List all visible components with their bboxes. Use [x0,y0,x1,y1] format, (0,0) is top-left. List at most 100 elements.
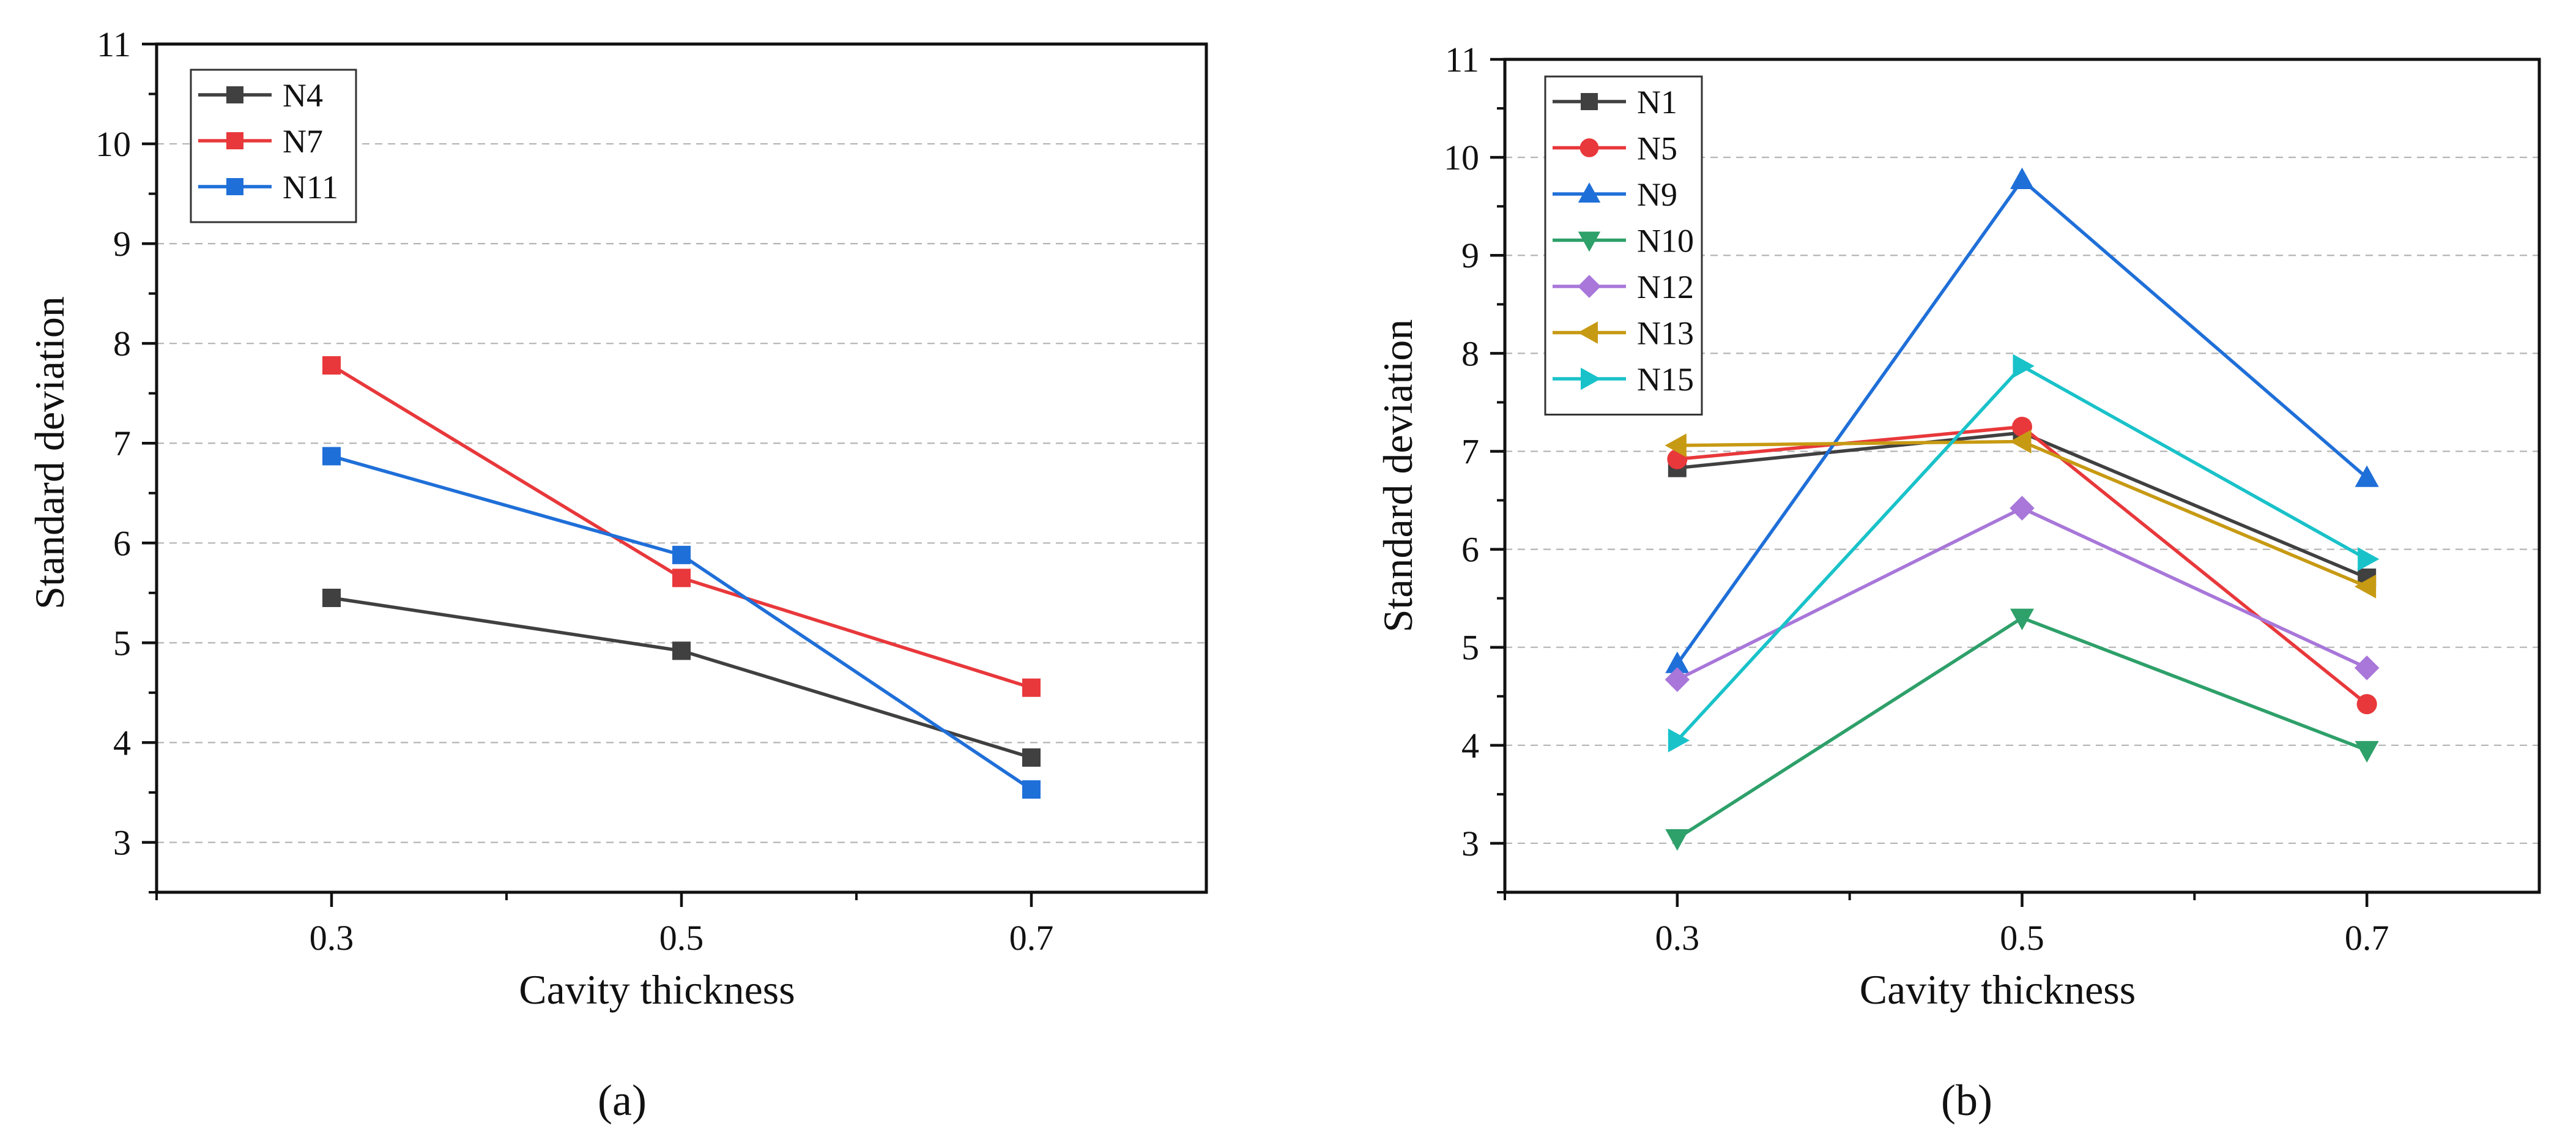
y-tick-label: 6 [113,523,131,563]
y-tick-label: 8 [113,324,131,364]
legend-marker [226,86,243,103]
y-tick-label: 3 [113,822,131,862]
series-line-n10 [1676,616,2368,840]
y-tick-label: 3 [1461,824,1479,863]
legend-label: N11 [283,169,338,206]
legend-box [1544,75,1703,416]
data-point-n15 [2013,354,2035,378]
legend-label: N13 [1637,315,1694,352]
legend-item-n10: N10 [1553,223,1694,259]
legend-marker [1579,138,1599,157]
series-n11 [322,447,1041,799]
data-point-n12 [2010,496,2035,521]
data-point-n4 [322,588,341,607]
x-tick-label: 0.5 [2000,918,2044,958]
series-n15 [1668,354,2380,753]
data-point-n13 [2354,574,2377,599]
y-tick-label: 5 [113,623,131,663]
data-point-n11 [322,447,341,466]
y-tick-label: 4 [1461,726,1479,766]
legend-marker [226,178,243,195]
y-tick-label: 9 [1461,236,1479,275]
legend-item-n5: N5 [1553,130,1677,167]
y-tick-label: 4 [113,723,131,763]
legend-item-n1: N1 [1553,84,1677,121]
x-tick-label: 0.3 [310,918,354,958]
legend-item-n7: N7 [198,123,323,160]
data-point-n9 [2355,465,2379,487]
legend-item-n4: N4 [198,77,323,114]
chart-panel-b: 3 4 5 6 7 8 9 10 11 0.3 0.5 0.7 Cavity thickness Stan… [1375,40,2541,1125]
data-point-n7 [672,569,691,587]
legend-item-n15: N15 [1553,361,1694,398]
y-tick-label: 7 [113,423,131,463]
legend-item-n11: N11 [198,169,338,206]
data-point-n9 [2010,167,2034,189]
y-tick-label: 11 [97,24,131,64]
legend-label: N4 [283,77,323,114]
series-n10 [1665,608,2379,851]
panel-label: (a) [598,1076,647,1125]
series-n4 [322,588,1041,767]
y-tick-label: 10 [1444,138,1479,177]
y-tick-label: 11 [1445,40,1479,80]
data-point-n5 [2356,694,2377,715]
y-tick-label: 8 [1461,334,1479,373]
data-point-n7 [1022,678,1041,697]
series-line-n7 [330,364,1032,690]
data-point-n13 [2010,429,2032,453]
y-axis-label: Standard deviation [26,296,73,610]
series-line-n11 [331,454,1033,791]
x-tick-label: 0.5 [659,918,704,958]
data-point-n5 [2012,416,2032,437]
data-point-n11 [1022,780,1041,799]
series-n5 [1667,416,2377,715]
legend-label: N5 [1637,130,1677,167]
legend-label: N10 [1637,223,1694,259]
legend-marker [1578,275,1601,298]
series-n13 [1665,429,2377,599]
legend-label: N12 [1637,269,1694,305]
data-point-n11 [672,545,691,564]
legend-marker [1581,367,1601,390]
y-axis-label: Standard deviation [1375,319,1421,633]
series-n7 [322,356,1041,697]
data-point-n10 [1665,829,1690,851]
legend-marker [1581,93,1598,110]
data-point-n4 [672,641,691,660]
series-line-n4 [331,596,1032,759]
legend-item-n9: N9 [1553,176,1677,213]
data-point-n15 [2358,547,2380,572]
data-point-n7 [322,356,341,375]
x-tick-label: 0.7 [1009,918,1054,958]
y-tick-label: 9 [113,224,131,264]
x-tick-label: 0.3 [1655,918,1700,958]
legend-label: N15 [1637,361,1694,398]
data-point-n12 [2354,655,2380,681]
data-point-n13 [1665,433,1687,458]
x-axis-label: Cavity thickness [519,966,795,1013]
legend-marker [1578,231,1601,252]
chart-panel-a: 3 4 5 6 7 8 9 10 11 0.3 0.5 0.7 Cavity thickness Stan… [26,24,1208,1125]
legend-marker [1578,321,1598,344]
data-point-n15 [1668,728,1690,753]
data-point-n4 [1022,748,1041,767]
legend-label: N7 [283,123,323,160]
legend-marker [1578,182,1601,203]
data-point-n10 [2010,608,2034,630]
legend-item-n13: N13 [1553,315,1694,352]
y-tick-label: 10 [95,124,131,164]
y-tick-label: 7 [1461,431,1479,471]
data-point-n12 [1665,667,1690,692]
panel-label: (b) [1941,1076,1992,1125]
series-n9 [1665,167,2379,673]
legend: N4 N7 N11 [190,69,357,223]
legend-label: N1 [1637,84,1677,121]
x-axis-label: Cavity thickness [1860,966,2136,1013]
x-tick-label: 0.7 [2345,918,2389,958]
y-tick-label: 6 [1461,530,1479,570]
y-tick-label: 5 [1461,628,1479,668]
legend: N1 N5 N9 N10 N12 N13 N15 [1544,75,1703,416]
